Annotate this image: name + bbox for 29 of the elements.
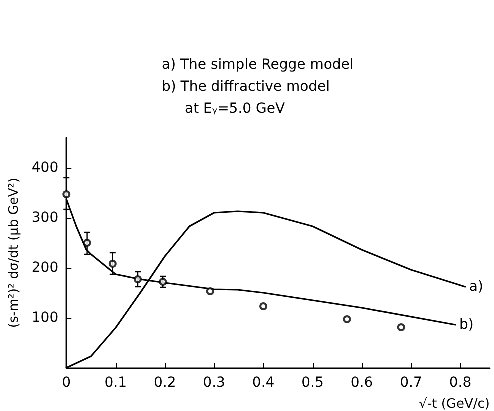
point (134, 276, 142, 284)
x-tick-label: 0.6 (350, 375, 374, 391)
point (397, 324, 406, 332)
y-tick-label: 200 (32, 260, 59, 276)
point (260, 302, 268, 310)
point (206, 288, 214, 296)
y-tick-label: 300 (32, 210, 59, 226)
text: b) The diffractive model (162, 79, 330, 95)
text: at Eᵧ=5.0 GeV (185, 101, 286, 117)
series-label: a) (469, 279, 484, 295)
point (108, 260, 117, 268)
x-tick-label: 0.8 (449, 375, 472, 391)
y-tick-label: 100 (32, 310, 59, 326)
x-tick-label: 0.2 (154, 375, 176, 391)
x-tick-label: 0 (62, 375, 72, 391)
x-axis-title: √-t (GeV/c) (419, 397, 490, 411)
point (159, 278, 168, 286)
series-label: b) (460, 317, 474, 333)
point (343, 316, 352, 324)
x-tick-label: 0.7 (400, 375, 422, 391)
x-tick-label: 0.1 (104, 375, 127, 391)
point (83, 239, 92, 247)
text: a) The simple Regge model (162, 57, 354, 73)
y-axis-title: (s-m²)² dσ/dt (μb GeV²) (7, 178, 22, 328)
y-tick-label: 400 (32, 160, 59, 176)
point (62, 190, 71, 198)
x-tick-label: 0.5 (302, 375, 324, 391)
x-tick-label: 0.3 (203, 375, 226, 391)
x-tick-label: 0.4 (252, 375, 275, 391)
